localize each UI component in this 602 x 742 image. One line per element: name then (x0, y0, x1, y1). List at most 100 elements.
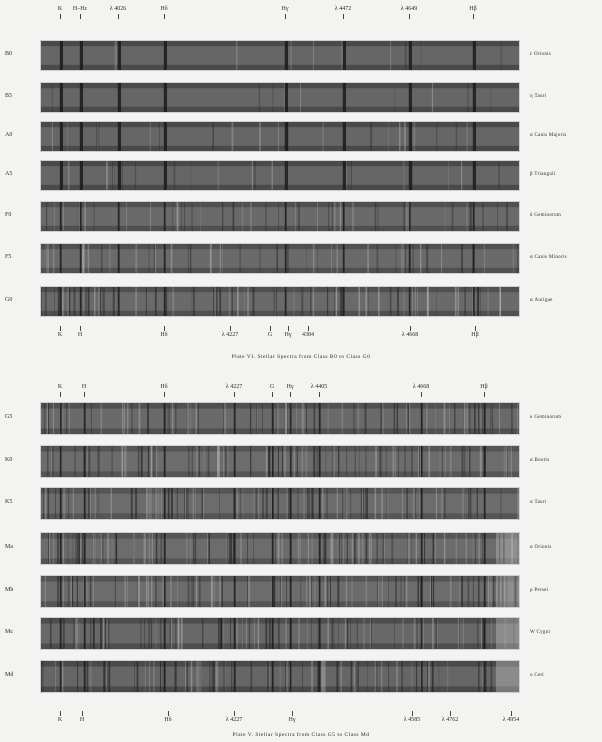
line-label-bottom: Hβ (471, 332, 479, 338)
line-tick (511, 711, 512, 716)
spectrum-strip (40, 617, 520, 650)
line-label-top: Hβ (469, 6, 477, 12)
line-label-bottom: λ 4227 (221, 332, 239, 338)
line-tick (285, 14, 286, 19)
line-tick (118, 14, 119, 19)
line-tick (60, 326, 61, 331)
spectrum-strip (40, 660, 520, 693)
line-label-top: Hγ (281, 6, 289, 12)
spectrum-strip (40, 121, 520, 152)
line-label-top: K (57, 384, 63, 390)
spectrum-strip (40, 487, 520, 520)
spectrum-strip (40, 82, 520, 113)
line-tick (164, 392, 165, 397)
line-label-top: λ 4472 (334, 6, 352, 12)
spectrum-strip (40, 532, 520, 565)
line-label-bottom: Hγ (288, 717, 296, 723)
line-tick (272, 392, 273, 397)
line-label-bottom: K (57, 332, 63, 338)
spectrum-strip (40, 40, 520, 71)
line-label-top: Hβ (480, 384, 488, 390)
line-tick (270, 326, 271, 331)
line-label-bottom: 4384 (302, 332, 314, 338)
star-name-label: α Aurigae (530, 297, 553, 303)
line-label-top: λ 4649 (400, 6, 418, 12)
line-label-bottom: Hδ (160, 332, 168, 338)
line-tick (292, 711, 293, 716)
spectrum-strip (40, 286, 520, 317)
line-tick (80, 14, 81, 19)
line-tick (421, 392, 422, 397)
line-label-bottom: λ 4227 (225, 717, 243, 723)
star-name-label: η Tauri (530, 93, 547, 99)
line-tick (288, 326, 289, 331)
spectral-class-label: G0 (5, 296, 13, 303)
line-tick (230, 326, 231, 331)
star-name-label: δ Geminorum (530, 212, 562, 218)
spectral-class-label: Mc (5, 628, 13, 635)
spectral-class-label: F0 (5, 211, 12, 218)
star-name-label: α Canis Minoris (530, 254, 567, 260)
line-label-top: Hδ (160, 384, 168, 390)
line-tick (60, 711, 61, 716)
plate-g5-to-md: K H Hδ λ 4227 G Hγ λ 4405 λ 4668 Hβ G5 κ Geminorum… (0, 372, 602, 742)
line-label-bottom: λ 4954 (502, 717, 520, 723)
line-label-bottom: λ 4668 (401, 332, 419, 338)
line-tick (60, 392, 61, 397)
line-tick (319, 392, 320, 397)
spectral-class-label: Mb (5, 586, 14, 593)
line-tick (84, 392, 85, 397)
line-label-top: Hγ (286, 384, 294, 390)
line-tick (410, 326, 411, 331)
star-name-label: ε Orionis (530, 51, 552, 57)
spectral-class-label: B5 (5, 92, 13, 99)
star-name-label: ρ Persei (530, 587, 549, 593)
spectral-class-label: A0 (5, 131, 13, 138)
spectral-class-label: F5 (5, 253, 12, 260)
star-name-label: α Bootis (530, 457, 550, 463)
star-name-label: κ Geminorum (530, 414, 562, 420)
star-name-label: α Canis Majoris (530, 132, 567, 138)
spectral-class-label: K0 (5, 456, 13, 463)
line-tick (234, 392, 235, 397)
spectrum-strip (40, 243, 520, 274)
spectrum-strip (40, 575, 520, 608)
plate-b0-to-g0: K H–Hε λ 4026 Hδ Hγ λ 4472 λ 4649 Hβ B0 ε Orionis… (0, 0, 602, 365)
line-label-bottom: H (77, 332, 83, 338)
line-label-top: G (269, 384, 275, 390)
line-label-top: λ 4026 (109, 6, 127, 12)
line-tick (343, 14, 344, 19)
line-tick (80, 326, 81, 331)
spectrum-strip (40, 160, 520, 191)
line-tick (164, 14, 165, 19)
line-tick (409, 14, 410, 19)
star-name-label: β Trianguli (530, 171, 556, 177)
line-label-bottom: λ 4585 (403, 717, 421, 723)
spectral-class-label: Md (5, 671, 14, 678)
line-label-bottom: H (79, 717, 85, 723)
line-tick (164, 326, 165, 331)
line-label-bottom: K (57, 717, 63, 723)
line-tick (484, 392, 485, 397)
spectral-class-label: K5 (5, 498, 13, 505)
spectral-class-label: G5 (5, 413, 13, 420)
star-name-label: ο Ceti (530, 672, 544, 678)
line-tick (473, 14, 474, 19)
line-label-bottom: λ 4762 (441, 717, 459, 723)
line-label-top: K (57, 6, 63, 12)
line-label-top: H (81, 384, 87, 390)
line-label-bottom: G (267, 332, 273, 338)
star-name-label: W Cygni (530, 629, 551, 635)
spectrum-strip (40, 445, 520, 478)
line-tick (60, 14, 61, 19)
line-tick (82, 711, 83, 716)
line-tick (290, 392, 291, 397)
line-label-bottom: Hδ (164, 717, 172, 723)
plate-caption-top: Plate VI. Stellar Spectra from Class B0 … (231, 354, 371, 360)
spectrum-strip (40, 402, 520, 435)
line-label-top: λ 4227 (225, 384, 243, 390)
plate-caption-bottom: Plate V. Stellar Spectra from Class G5 t… (232, 732, 370, 738)
line-tick (475, 326, 476, 331)
spectral-class-label: A5 (5, 170, 13, 177)
star-name-label: α Orionis (530, 544, 552, 550)
